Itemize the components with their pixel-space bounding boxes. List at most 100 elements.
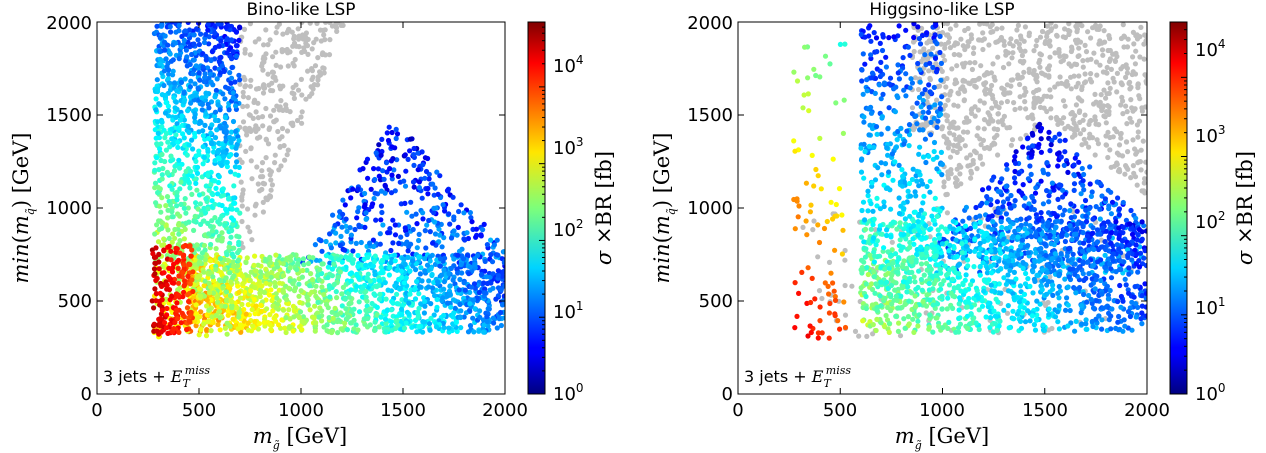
left-data-point	[253, 268, 259, 274]
left-data-point	[161, 247, 167, 253]
left-data-point	[384, 130, 390, 136]
left-data-point	[182, 76, 188, 82]
left-data-point	[186, 27, 193, 33]
left-data-point	[383, 296, 389, 302]
left-data-point	[287, 265, 293, 271]
left-data-point	[185, 22, 191, 25]
right-excluded-point	[942, 57, 948, 63]
left-data-point	[163, 296, 169, 302]
left-data-point	[291, 288, 298, 294]
left-data-point	[461, 280, 467, 286]
left-excluded-point	[340, 22, 346, 28]
left-data-point	[171, 168, 178, 174]
left-data-point	[298, 288, 304, 294]
left-excluded-point	[241, 26, 248, 32]
right-excluded-point	[965, 39, 971, 45]
left-data-point	[215, 149, 221, 155]
right-excluded-point	[842, 312, 849, 318]
right-excluded-point	[1048, 27, 1054, 34]
left-data-point	[342, 296, 348, 302]
right-excluded-point	[1022, 99, 1028, 105]
right-excluded-point	[1118, 35, 1125, 42]
left-data-point	[169, 239, 175, 245]
left-data-point	[199, 101, 205, 107]
right-data-point	[1026, 215, 1032, 221]
left-data-point	[176, 157, 182, 163]
left-excluded-point	[264, 197, 270, 203]
left-data-point	[387, 264, 393, 271]
left-data-point	[167, 183, 173, 189]
left-data-point	[348, 239, 354, 245]
left-data-point	[339, 259, 345, 265]
left-excluded-point	[237, 81, 243, 87]
left-data-point	[433, 324, 440, 330]
left-data-point	[184, 326, 190, 333]
left-data-point	[236, 37, 242, 44]
left-data-point	[226, 107, 232, 113]
left-excluded-point	[255, 100, 261, 106]
left-data-point	[360, 285, 366, 291]
left-data-point	[290, 281, 296, 287]
right-excluded-point	[958, 181, 964, 187]
left-excluded-point	[240, 89, 246, 95]
left-data-point	[159, 307, 165, 313]
left-data-point	[404, 231, 410, 238]
left-data-point	[346, 294, 352, 300]
left-data-point	[441, 267, 447, 273]
right-excluded-point	[1092, 117, 1098, 123]
right-excluded-point	[1044, 108, 1050, 115]
right-excluded-point	[1009, 137, 1016, 143]
left-excluded-point	[282, 157, 288, 163]
left-data-point	[393, 126, 399, 132]
right-excluded-point	[1039, 28, 1046, 35]
left-data-point	[323, 301, 330, 308]
left-data-point	[229, 299, 235, 305]
right-excluded-point	[990, 29, 996, 35]
left-data-point	[457, 314, 464, 321]
right-data-point	[1020, 182, 1026, 188]
right-excluded-point	[1142, 176, 1147, 182]
right-excluded-point	[1130, 69, 1136, 75]
left-data-point	[176, 56, 182, 62]
left-data-point	[372, 176, 378, 183]
left-data-point	[161, 236, 167, 242]
left-data-point	[413, 267, 419, 273]
right-excluded-point	[947, 45, 954, 51]
right-excluded-point	[1074, 22, 1080, 25]
left-data-point	[193, 180, 199, 186]
left-data-point	[199, 107, 205, 113]
left-data-point	[237, 77, 243, 83]
left-data-point	[173, 114, 179, 120]
left-excluded-point	[295, 26, 301, 32]
right-excluded-point	[1120, 98, 1126, 104]
left-data-point	[494, 325, 500, 331]
right-excluded-point	[973, 150, 979, 156]
left-data-point	[273, 252, 279, 258]
right-excluded-point	[1093, 99, 1099, 105]
left-data-point	[441, 279, 447, 285]
left-data-point	[379, 209, 385, 216]
left-data-point	[327, 254, 334, 260]
left-data-point	[233, 128, 239, 134]
left-data-point	[441, 235, 447, 241]
left-excluded-point	[299, 49, 305, 56]
left-excluded-point	[265, 141, 272, 147]
right-excluded-point	[1127, 79, 1133, 85]
left-data-point	[277, 280, 283, 286]
left-data-point	[410, 258, 416, 264]
left-data-point	[206, 231, 212, 237]
left-excluded-point	[312, 63, 319, 69]
left-data-point	[328, 245, 334, 251]
right-excluded-point	[957, 145, 963, 152]
left-data-point	[353, 322, 359, 328]
left-data-point	[202, 278, 208, 284]
right-data-point	[1068, 215, 1074, 221]
right-data-point	[1056, 150, 1062, 156]
left-data-point	[331, 281, 337, 288]
left-data-point	[480, 227, 486, 233]
left-excluded-point	[267, 37, 273, 43]
right-excluded-point	[1068, 125, 1074, 131]
right-data-point	[1074, 208, 1080, 214]
left-data-point	[457, 301, 463, 307]
left-data-point	[156, 259, 162, 265]
